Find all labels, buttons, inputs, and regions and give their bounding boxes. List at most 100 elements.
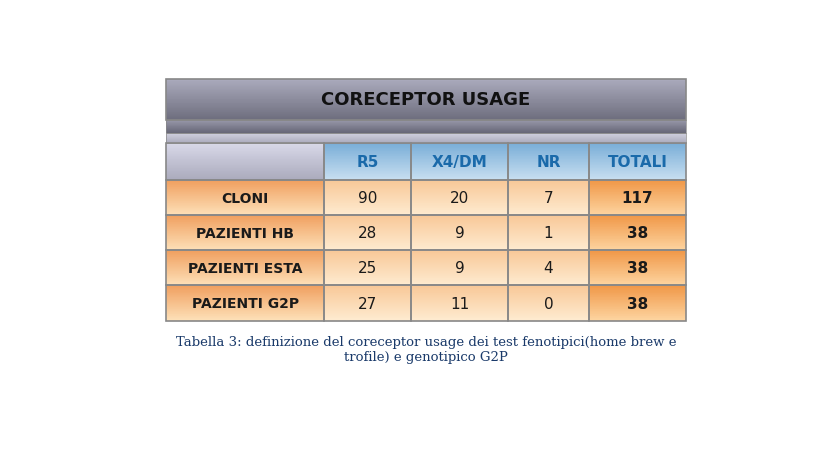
Bar — [165, 245, 324, 246]
Bar — [411, 154, 509, 155]
Bar — [324, 157, 411, 158]
Bar — [324, 234, 411, 235]
Bar — [589, 278, 686, 279]
Bar — [589, 187, 686, 188]
Bar — [165, 285, 324, 286]
Bar — [165, 225, 324, 226]
Bar — [589, 291, 686, 292]
Bar — [324, 204, 411, 205]
Bar — [509, 170, 589, 171]
Bar — [411, 184, 509, 185]
Bar — [411, 248, 509, 249]
Bar — [589, 308, 686, 309]
Bar — [165, 148, 324, 149]
Bar — [324, 241, 411, 242]
Bar — [589, 287, 686, 288]
Bar — [324, 199, 411, 200]
Bar — [165, 318, 324, 319]
Bar — [589, 177, 686, 178]
Bar — [411, 291, 509, 292]
Bar — [411, 286, 509, 287]
Bar — [411, 253, 509, 254]
Bar — [165, 144, 324, 181]
Bar — [509, 291, 589, 292]
Bar — [165, 259, 324, 260]
Bar — [324, 251, 411, 252]
Bar — [589, 178, 686, 179]
Bar — [589, 175, 686, 176]
Bar — [165, 194, 324, 195]
Bar — [324, 206, 411, 207]
Bar — [589, 240, 686, 241]
Bar — [411, 254, 509, 255]
Bar — [589, 306, 686, 307]
Bar — [324, 216, 411, 251]
Bar — [324, 159, 411, 160]
Bar — [589, 310, 686, 311]
Bar — [509, 157, 589, 158]
Bar — [324, 257, 411, 258]
Bar — [165, 82, 686, 83]
Bar — [165, 291, 324, 292]
Bar — [411, 171, 509, 172]
Bar — [411, 264, 509, 265]
Bar — [165, 208, 324, 209]
Bar — [589, 254, 686, 255]
Bar — [411, 199, 509, 200]
Bar — [589, 302, 686, 303]
Bar — [411, 203, 509, 204]
Bar — [411, 287, 509, 288]
Bar — [589, 189, 686, 190]
Bar — [165, 272, 324, 273]
Bar — [589, 233, 686, 234]
Text: TOTALI: TOTALI — [608, 155, 667, 170]
Bar — [589, 181, 686, 182]
Bar — [589, 300, 686, 301]
Bar — [165, 146, 324, 147]
Bar — [165, 306, 324, 307]
Text: 25: 25 — [358, 261, 378, 276]
Bar — [324, 296, 411, 297]
Bar — [324, 203, 411, 204]
Bar — [509, 187, 589, 188]
Bar — [324, 280, 411, 281]
Bar — [411, 219, 509, 220]
Bar — [411, 285, 509, 286]
Bar — [324, 179, 411, 180]
Bar — [165, 304, 324, 305]
Bar — [589, 304, 686, 305]
Bar — [324, 295, 411, 296]
Bar — [509, 286, 589, 321]
Bar — [509, 246, 589, 247]
Bar — [324, 166, 411, 167]
Bar — [589, 230, 686, 231]
Bar — [411, 272, 509, 273]
Bar — [589, 264, 686, 265]
Bar — [165, 218, 324, 219]
Bar — [589, 255, 686, 256]
Bar — [411, 298, 509, 299]
Bar — [589, 276, 686, 277]
Bar — [324, 299, 411, 300]
Bar — [589, 216, 686, 217]
Bar — [165, 185, 324, 186]
Bar — [324, 248, 411, 249]
Bar — [165, 83, 686, 84]
Bar — [509, 273, 589, 274]
Bar — [509, 179, 589, 180]
Bar — [411, 314, 509, 315]
Bar — [411, 225, 509, 226]
Bar — [165, 201, 324, 202]
Bar — [411, 174, 509, 175]
Bar — [411, 149, 509, 150]
Bar — [411, 183, 509, 184]
Bar — [324, 293, 411, 294]
Bar — [589, 293, 686, 294]
Bar — [165, 280, 324, 281]
Bar — [509, 287, 589, 288]
Bar — [165, 314, 324, 315]
Bar — [509, 150, 589, 151]
Bar — [165, 231, 324, 232]
Bar — [165, 156, 324, 157]
Bar — [509, 300, 589, 301]
